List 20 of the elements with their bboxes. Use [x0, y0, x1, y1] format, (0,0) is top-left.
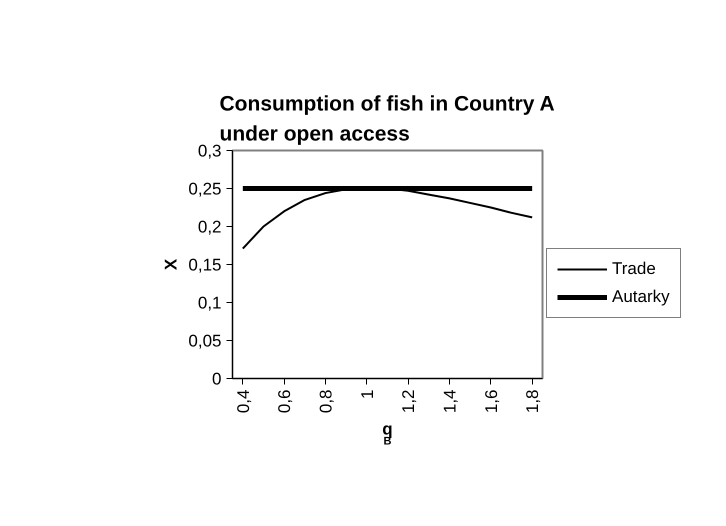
x-tick-label: 1,4: [440, 389, 460, 414]
y-tick-label: 0,05: [188, 332, 222, 350]
y-tick-label: 0,2: [198, 218, 222, 236]
y-tick-label: 0,1: [198, 294, 222, 312]
x-axis-title: qB: [382, 420, 393, 448]
y-tick-label: 0: [212, 370, 222, 388]
chart-title: Consumption of fish in Country A under open access: [220, 92, 555, 146]
x-tick-label: 1: [358, 389, 377, 399]
y-tick-label: 0,15: [188, 256, 222, 274]
x-tick-label: 0,6: [275, 389, 294, 414]
x-tick-label: 1,8: [523, 389, 542, 414]
x-tick-label: 1,6: [482, 389, 501, 414]
y-tick-label: 0,25: [188, 180, 222, 198]
x-tick-label: 1,2: [399, 389, 418, 414]
x-tick-label: 0,4: [234, 389, 253, 414]
y-tick-label: 0,3: [198, 142, 222, 160]
legend-label: Trade: [612, 259, 656, 279]
y-axis-title: X: [161, 258, 180, 270]
legend-label: Autarky: [612, 287, 670, 307]
x-tick-label: 0,8: [316, 389, 336, 414]
